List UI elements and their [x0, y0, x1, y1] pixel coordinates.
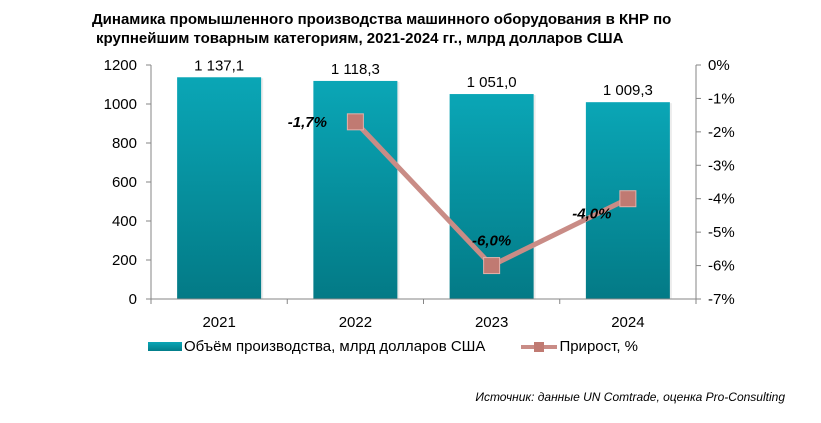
left-tick-label: 200 — [112, 252, 137, 269]
legend-item-growth: Прирост, % — [521, 338, 638, 355]
x-tick-label: 2021 — [202, 314, 235, 331]
right-tick-label: -1% — [708, 90, 735, 107]
chart-title-line1: Динамика промышленного производства маши… — [92, 11, 672, 28]
right-tick-label: -7% — [708, 291, 735, 308]
bar-value-label: 1 051,0 — [467, 74, 517, 91]
x-tick-label: 2024 — [611, 314, 644, 331]
growth-marker-2023 — [483, 257, 501, 275]
legend-swatch-line — [521, 341, 558, 352]
right-tick-label: -6% — [708, 258, 735, 275]
right-tick-label: -2% — [708, 124, 735, 141]
x-tick-label: 2022 — [339, 314, 372, 331]
legend-swatch-bar — [148, 342, 182, 351]
chart-title: Динамика промышленного производства маши… — [92, 10, 752, 48]
growth-value-label: -1,7% — [288, 114, 327, 131]
right-tick-label: -4% — [708, 191, 735, 208]
left-tick-label: 800 — [112, 135, 137, 152]
left-tick-label: 0 — [129, 291, 137, 308]
legend-label-growth: Прирост, % — [559, 338, 639, 355]
right-tick-label: 0% — [708, 57, 730, 74]
growth-marker-2022 — [346, 113, 364, 131]
source-note: Источник: данные UN Comtrade, оценка Pro… — [475, 390, 785, 404]
bar-value-label: 1 118,3 — [331, 61, 380, 78]
legend-item-volume: Объём производства, млрд долларов США — [148, 338, 485, 355]
growth-value-label: -6,0% — [472, 233, 511, 250]
legend-label-volume: Объём производства, млрд долларов США — [184, 338, 486, 355]
bar-value-label: 1 137,1 — [194, 57, 244, 74]
left-tick-label: 400 — [112, 213, 137, 230]
bar-2021 — [177, 77, 262, 299]
legend: Объём производства, млрд долларов США Пр… — [148, 338, 638, 355]
left-tick-label: 1000 — [104, 96, 137, 113]
chart-title-line2: крупнейшим товарным категориям, 2021-202… — [96, 30, 624, 47]
growth-value-label: -4,0% — [572, 206, 611, 223]
bar-value-label: 1 009,3 — [603, 82, 653, 99]
left-tick-label: 600 — [112, 174, 137, 191]
right-tick-label: -3% — [708, 157, 735, 174]
growth-marker-2024 — [619, 190, 637, 208]
right-tick-label: -5% — [708, 224, 735, 241]
left-tick-label: 1200 — [104, 57, 137, 74]
x-tick-label: 2023 — [475, 314, 508, 331]
